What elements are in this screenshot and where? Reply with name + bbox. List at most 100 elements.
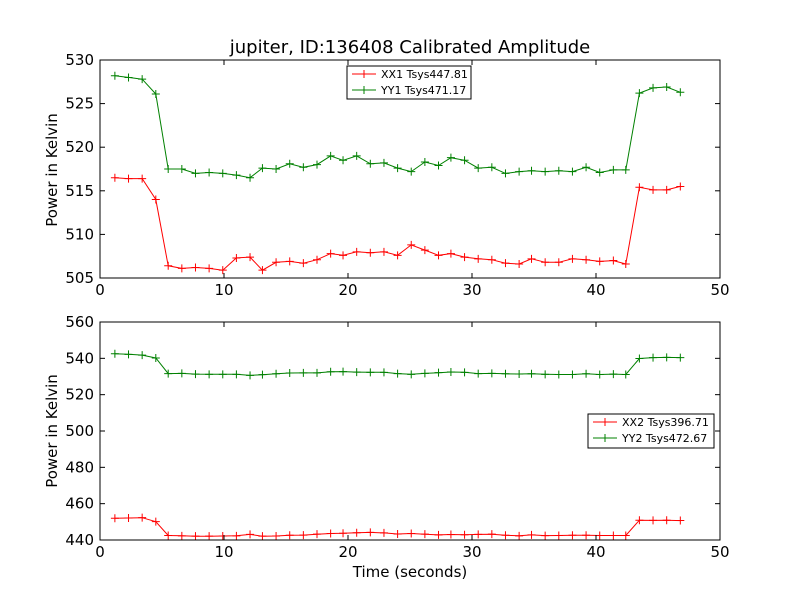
x-tick-label-bottom-0: 0 <box>95 543 105 561</box>
data-point-top-0-41 <box>662 185 671 194</box>
data-point-top-0-32 <box>541 258 550 267</box>
data-point-top-0-12 <box>272 258 281 267</box>
data-point-bottom-0-29 <box>501 531 510 540</box>
data-point-top-1-19 <box>366 159 375 168</box>
data-point-top-1-20 <box>379 158 388 167</box>
x-tick-label-top-1: 10 <box>214 281 233 299</box>
data-point-bottom-1-34 <box>568 370 577 379</box>
data-point-bottom-0-36 <box>595 531 604 540</box>
data-point-bottom-1-32 <box>541 370 550 379</box>
data-point-top-0-17 <box>339 251 348 260</box>
data-point-bottom-1-30 <box>515 369 524 378</box>
y-tick-label-bottom-1: 460 <box>65 495 94 513</box>
data-point-top-0-23 <box>420 246 429 255</box>
data-point-bottom-0-5 <box>177 531 186 540</box>
data-point-top-1-41 <box>662 83 671 92</box>
data-point-top-0-3 <box>151 195 160 204</box>
data-point-top-0-16 <box>326 249 335 258</box>
data-point-bottom-0-19 <box>366 528 375 537</box>
data-point-bottom-1-37 <box>609 370 618 379</box>
data-point-top-0-31 <box>527 254 536 263</box>
data-point-bottom-0-21 <box>393 530 402 539</box>
data-point-top-0-24 <box>434 251 443 260</box>
data-point-bottom-1-38 <box>621 370 630 379</box>
legend-label-yy1: YY1 Tsys471.17 <box>380 84 466 97</box>
y-tick-label-top-0: 505 <box>65 269 94 287</box>
data-point-bottom-1-22 <box>407 370 416 379</box>
x-tick-label-bottom-1: 10 <box>214 543 233 561</box>
data-point-top-1-36 <box>595 168 604 177</box>
data-point-bottom-1-40 <box>649 353 658 362</box>
data-point-bottom-1-27 <box>474 369 483 378</box>
data-point-top-0-15 <box>313 255 321 264</box>
data-point-top-1-8 <box>218 169 227 178</box>
data-point-top-1-30 <box>515 167 524 176</box>
data-point-top-0-35 <box>582 255 591 264</box>
data-point-bottom-0-7 <box>205 532 214 541</box>
y-tick-label-top-1: 510 <box>65 225 94 243</box>
y-tick-label-bottom-2: 480 <box>65 458 94 476</box>
data-point-bottom-0-2 <box>138 513 147 522</box>
data-point-bottom-0-28 <box>487 530 496 539</box>
y-tick-label-bottom-0: 440 <box>65 531 94 549</box>
data-point-top-1-5 <box>177 165 186 173</box>
chart-top: jupiter, ID:136408 Calibrated Amplitude … <box>43 37 730 299</box>
data-point-bottom-1-20 <box>379 368 388 377</box>
data-point-top-0-6 <box>191 263 200 272</box>
data-point-top-1-6 <box>191 169 200 178</box>
data-point-top-1-12 <box>272 165 281 173</box>
data-point-top-0-40 <box>649 185 658 194</box>
data-point-top-0-11 <box>258 266 267 275</box>
data-point-top-1-10 <box>246 173 255 182</box>
data-point-bottom-0-37 <box>609 531 618 540</box>
data-point-bottom-0-30 <box>515 531 524 540</box>
data-point-top-1-22 <box>407 167 416 176</box>
data-point-bottom-1-29 <box>501 369 510 378</box>
legend-marker-xx1 <box>360 70 368 78</box>
data-point-top-1-15 <box>313 160 321 169</box>
data-point-bottom-0-26 <box>460 530 469 539</box>
y-tick-label-bottom-5: 540 <box>65 349 94 367</box>
x-tick-label-top-2: 20 <box>338 281 357 299</box>
data-point-top-1-29 <box>501 169 510 178</box>
data-point-bottom-0-40 <box>649 516 658 525</box>
data-point-bottom-0-22 <box>407 529 416 538</box>
data-point-top-1-21 <box>393 164 402 173</box>
data-point-bottom-1-36 <box>595 370 604 379</box>
x-tick-label-top-4: 40 <box>586 281 605 299</box>
chart-bottom: Time (seconds) Power in Kelvin 0 10 20 30 40… <box>43 313 730 581</box>
x-tick-label-bottom-2: 20 <box>338 543 357 561</box>
data-point-top-1-24 <box>434 161 443 170</box>
data-point-bottom-0-34 <box>568 531 577 540</box>
data-point-top-0-39 <box>635 183 644 192</box>
data-point-top-1-42 <box>676 88 685 97</box>
data-point-bottom-0-12 <box>272 532 281 541</box>
data-point-bottom-0-9 <box>232 531 241 540</box>
data-point-bottom-0-20 <box>379 528 388 537</box>
data-point-bottom-0-11 <box>258 532 267 541</box>
data-point-bottom-0-8 <box>218 532 227 541</box>
data-point-top-1-14 <box>299 163 308 172</box>
data-point-bottom-1-14 <box>299 368 308 377</box>
data-point-top-1-9 <box>232 171 241 180</box>
legend-label-xx2: XX2 Tsys396.71 <box>622 416 709 429</box>
data-point-bottom-0-18 <box>352 528 361 537</box>
axes-frame-top <box>99 59 721 279</box>
data-point-top-0-18 <box>352 247 361 256</box>
data-point-top-1-25 <box>446 153 455 162</box>
data-point-top-1-11 <box>258 164 267 173</box>
data-point-bottom-1-2 <box>138 351 147 360</box>
data-point-top-0-8 <box>218 266 227 275</box>
data-point-top-0-10 <box>246 253 255 262</box>
plot-area-bottom: 0 10 20 30 40 50 440 460 480 500 520 540 560 <box>65 313 729 561</box>
data-point-top-0-28 <box>487 255 496 264</box>
data-point-top-0-22 <box>407 240 416 249</box>
data-point-top-0-25 <box>446 249 455 258</box>
data-point-top-0-1 <box>124 174 133 183</box>
data-point-top-1-18 <box>352 151 361 160</box>
data-point-bottom-1-13 <box>285 369 294 378</box>
data-point-bottom-0-42 <box>676 516 685 525</box>
data-point-top-0-20 <box>379 247 388 256</box>
